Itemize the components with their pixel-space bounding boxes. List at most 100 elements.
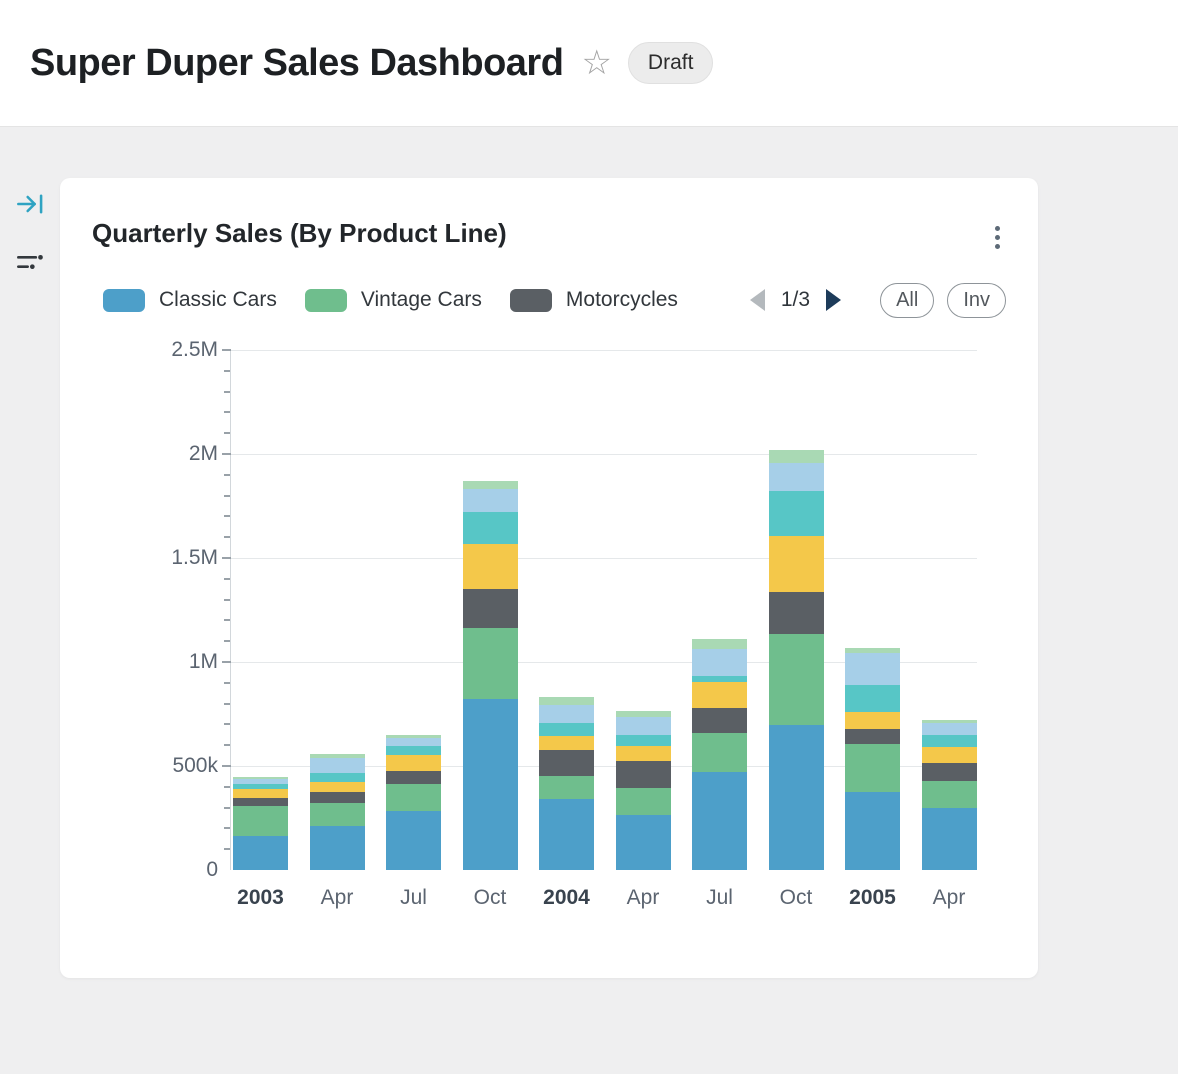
bar-segment[interactable] [845, 792, 900, 870]
bar-segment[interactable] [309, 753, 365, 758]
bar-segment[interactable] [309, 826, 365, 870]
stacked-bar[interactable] [615, 711, 671, 870]
bar-segment[interactable] [768, 725, 824, 870]
bar-segment[interactable] [233, 805, 288, 836]
stacked-bar[interactable] [768, 449, 824, 870]
bar-segment[interactable] [921, 747, 977, 763]
bar-segment[interactable] [386, 754, 441, 772]
bar-segment[interactable] [233, 798, 288, 806]
bar-segment[interactable] [921, 780, 977, 808]
bar-segment[interactable] [768, 449, 824, 464]
bar-segment[interactable] [539, 723, 594, 736]
bar-segment[interactable] [386, 771, 441, 784]
bar-segment[interactable] [233, 777, 288, 780]
legend-next-icon[interactable] [826, 289, 842, 311]
bar-segment[interactable] [615, 734, 671, 747]
bar-segment[interactable] [921, 734, 977, 748]
bar-segment[interactable] [386, 746, 441, 755]
collapse-panel-icon[interactable] [16, 190, 44, 218]
legend-label: Classic Cars [159, 288, 277, 311]
bar-segment[interactable] [462, 627, 518, 700]
bar-segment[interactable] [309, 773, 365, 782]
bar-segment[interactable] [462, 544, 518, 590]
bar-segment[interactable] [233, 788, 288, 799]
bar-segment[interactable] [386, 783, 441, 811]
stacked-bar[interactable] [462, 481, 518, 870]
bar-segment[interactable] [845, 728, 900, 745]
bar-segment[interactable] [692, 648, 747, 676]
bar-segment[interactable] [921, 720, 977, 724]
bar-segment[interactable] [462, 481, 518, 490]
bar-segment[interactable] [539, 799, 594, 870]
bar-segment[interactable] [692, 772, 747, 870]
bar-segment[interactable] [386, 738, 441, 747]
bar-segment[interactable] [462, 489, 518, 513]
bar-segment[interactable] [845, 744, 900, 792]
kebab-menu-icon[interactable] [991, 222, 1004, 253]
inv-button[interactable]: Inv [947, 282, 1006, 318]
bar-segment[interactable] [845, 647, 900, 653]
bar-segment[interactable] [615, 814, 671, 870]
x-axis-tick-label: Apr [320, 886, 354, 909]
legend-item-classic-cars[interactable]: Classic Cars [103, 288, 277, 312]
bar-segment[interactable] [462, 512, 518, 545]
bar-segment[interactable] [692, 707, 747, 733]
page-title: Super Duper Sales Dashboard [30, 41, 564, 84]
bar-segment[interactable] [386, 734, 441, 739]
bar-segment[interactable] [615, 711, 671, 718]
filter-icon[interactable] [16, 248, 44, 276]
bar-segment[interactable] [233, 783, 288, 789]
bar-segment[interactable] [845, 685, 900, 713]
bar-segment[interactable] [921, 807, 977, 870]
stacked-bar[interactable] [233, 777, 288, 870]
y-axis-minor-tick [224, 369, 230, 372]
bar-segment[interactable] [692, 732, 747, 773]
bar-segment[interactable] [615, 787, 671, 815]
bar-segment[interactable] [309, 792, 365, 804]
bar-segment[interactable] [462, 699, 518, 870]
bar-segment[interactable] [539, 735, 594, 751]
bar-segment[interactable] [845, 652, 900, 686]
bar-segment[interactable] [309, 781, 365, 793]
x-axis-tick-label: Oct [473, 886, 507, 909]
bar-segment[interactable] [539, 704, 594, 724]
bar-segment[interactable] [768, 463, 824, 492]
bar-segment[interactable] [768, 491, 824, 537]
bar-segment[interactable] [462, 589, 518, 628]
bar-segment[interactable] [845, 712, 900, 729]
bar-segment[interactable] [309, 757, 365, 774]
legend-item-motorcycles[interactable]: Motorcycles [509, 288, 678, 312]
favorite-star-icon[interactable]: ☆ [581, 44, 612, 82]
y-axis-minor-tick [224, 744, 230, 747]
bar-segment[interactable] [309, 803, 365, 827]
bar-segment[interactable] [233, 835, 288, 870]
bar-segment[interactable] [386, 810, 441, 870]
bar-segment[interactable] [539, 697, 594, 705]
stacked-bar[interactable] [386, 734, 441, 870]
legend-item-vintage-cars[interactable]: Vintage Cars [304, 288, 482, 312]
bar-segment[interactable] [539, 750, 594, 777]
bar-segment[interactable] [615, 717, 671, 735]
stacked-bar[interactable] [692, 639, 747, 870]
stacked-bar[interactable] [921, 720, 977, 870]
legend-prev-icon[interactable] [749, 289, 765, 311]
stacked-bar[interactable] [309, 753, 365, 870]
bar-segment[interactable] [692, 639, 747, 649]
bar-segment[interactable] [692, 681, 747, 708]
bar-segment[interactable] [768, 633, 824, 726]
bar-segment[interactable] [768, 536, 824, 593]
all-button[interactable]: All [880, 282, 935, 318]
bar-segment[interactable] [921, 762, 977, 781]
bar-segment[interactable] [615, 746, 671, 761]
stacked-bar[interactable] [539, 697, 594, 870]
plot-area: 2003 Apr Jul Oct 2004 Apr Jul Oct 2005 Apr [222, 349, 977, 909]
bar-segment[interactable] [615, 760, 671, 788]
bar-segment[interactable] [921, 723, 977, 735]
bar-segment[interactable] [692, 675, 747, 682]
gridline [231, 558, 977, 559]
bar-segment[interactable] [539, 776, 594, 800]
stacked-bar[interactable] [845, 647, 900, 870]
bar-segment[interactable] [768, 592, 824, 634]
bar-segment[interactable] [233, 779, 288, 784]
x-axis-tick-label: 2005 [849, 886, 896, 909]
